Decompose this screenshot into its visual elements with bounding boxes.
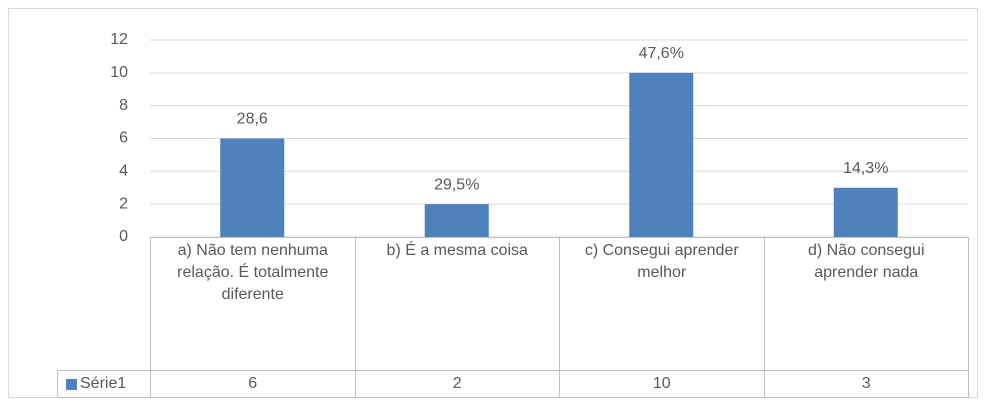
- category-cell: b) É a mesma coisa: [354, 237, 560, 371]
- bar: [629, 72, 694, 237]
- data-label: 47,6%: [639, 45, 684, 62]
- y-tick-label: 8: [119, 97, 128, 114]
- legend-cell: Série1: [57, 370, 151, 398]
- y-tick-label: 12: [110, 31, 128, 48]
- y-tick-label: 6: [119, 130, 128, 147]
- data-label: 28,6: [237, 111, 268, 128]
- table-value: 2: [354, 370, 560, 398]
- bar: [220, 138, 285, 237]
- table-value: 10: [559, 370, 765, 398]
- category-cell: d) Não consegui aprender nada: [763, 237, 969, 371]
- y-tick-label: 4: [119, 163, 128, 180]
- legend-key: [66, 378, 77, 390]
- category-cell: c) Consegui aprender melhor: [559, 237, 765, 371]
- bar: [833, 187, 898, 237]
- y-tick-label: 0: [119, 228, 128, 245]
- bar: [424, 204, 489, 237]
- legend-label: Série1: [80, 375, 127, 392]
- data-label: 14,3%: [843, 160, 888, 177]
- table-value: 3: [763, 370, 969, 398]
- data-label: 29,5%: [434, 176, 479, 193]
- y-tick-label: 10: [110, 64, 128, 81]
- table-value: 6: [150, 370, 356, 398]
- category-cell: a) Não tem nenhuma relação. É totalmente…: [150, 237, 356, 371]
- y-tick-label: 2: [119, 195, 128, 212]
